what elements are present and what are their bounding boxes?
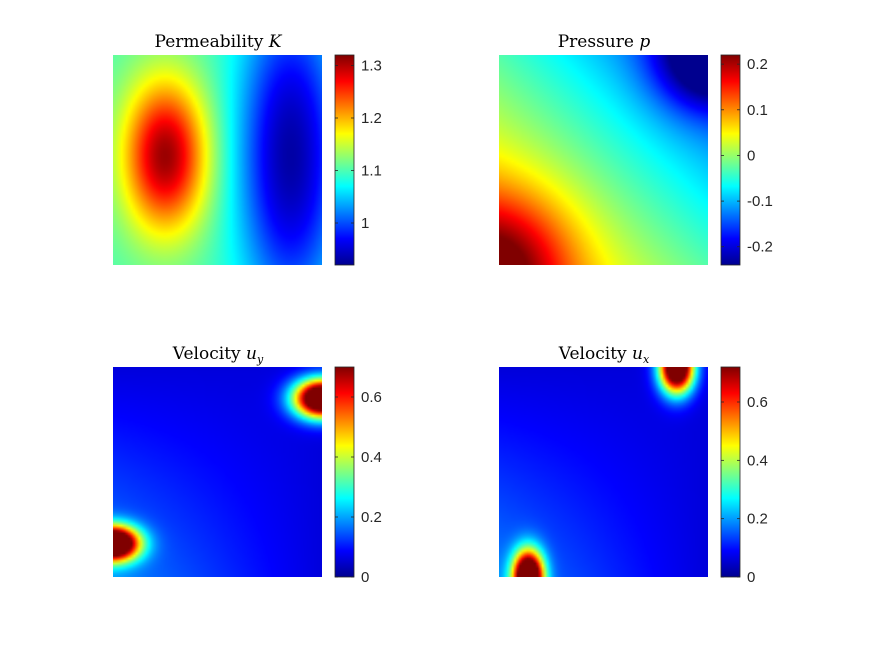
colorbar-tick-label: 0.2 <box>361 509 382 526</box>
subplot-velocity_y: Velocity uy 0.6 0.4 0.2 0 <box>113 344 382 586</box>
colorbar <box>720 54 741 266</box>
subplot-pressure: Pressure p 0.2 0.1 0 -0.1 -0.2 <box>499 32 773 266</box>
colorbar-tick-label: 0 <box>747 147 755 164</box>
colorbar-tick-label: 0 <box>361 569 369 586</box>
colorbar-tick-label: 0.4 <box>747 452 768 469</box>
title-variable: p <box>639 32 650 52</box>
heatmap-permeability <box>113 55 322 265</box>
subplot-title: Permeability K <box>155 32 283 52</box>
colorbar-tick-label: 0 <box>747 569 755 586</box>
title-variable: u <box>246 344 257 364</box>
subplot-title: Velocity uy <box>172 344 264 366</box>
subplot-title: Pressure p <box>558 32 651 52</box>
subplot-velocity_x: Velocity ux 0.6 0.4 0.2 0 <box>499 344 768 586</box>
colorbar-tick-label: 0.2 <box>747 56 768 73</box>
title-subscript: x <box>643 353 650 366</box>
title-subscript: y <box>256 353 264 366</box>
subplot-permeability: Permeability K 1.3 1.2 1.1 1 <box>113 32 382 266</box>
colorbar-tick-label: 0.1 <box>747 102 768 119</box>
heatmap-velocity_y <box>113 367 322 577</box>
colorbar-tick-label: -0.1 <box>747 193 773 210</box>
colorbar-tick-label: -0.2 <box>747 239 773 256</box>
heatmap-pressure <box>499 55 708 265</box>
colorbar-tick-label: 1.1 <box>361 163 382 180</box>
title-text: Velocity <box>558 344 632 364</box>
colorbar-tick-label: 0.6 <box>361 389 382 406</box>
colorbar <box>720 366 741 578</box>
title-text: Permeability <box>155 32 269 52</box>
colorbar-tick-label: 1.3 <box>361 58 382 75</box>
subplot-title: Velocity ux <box>558 344 650 366</box>
colorbar <box>334 54 355 266</box>
colorbar-tick-label: 1 <box>361 215 369 232</box>
colorbar <box>334 366 355 578</box>
colorbar-tick-label: 0.6 <box>747 394 768 411</box>
title-text: Velocity <box>172 344 246 364</box>
colorbar-tick-label: 0.4 <box>361 449 382 466</box>
colorbar-tick-label: 1.2 <box>361 110 382 127</box>
colorbar-tick-label: 0.2 <box>747 511 768 528</box>
title-variable: K <box>268 32 283 52</box>
heatmap-velocity_x <box>499 367 708 577</box>
title-text: Pressure <box>558 32 640 52</box>
title-variable: u <box>632 344 643 364</box>
